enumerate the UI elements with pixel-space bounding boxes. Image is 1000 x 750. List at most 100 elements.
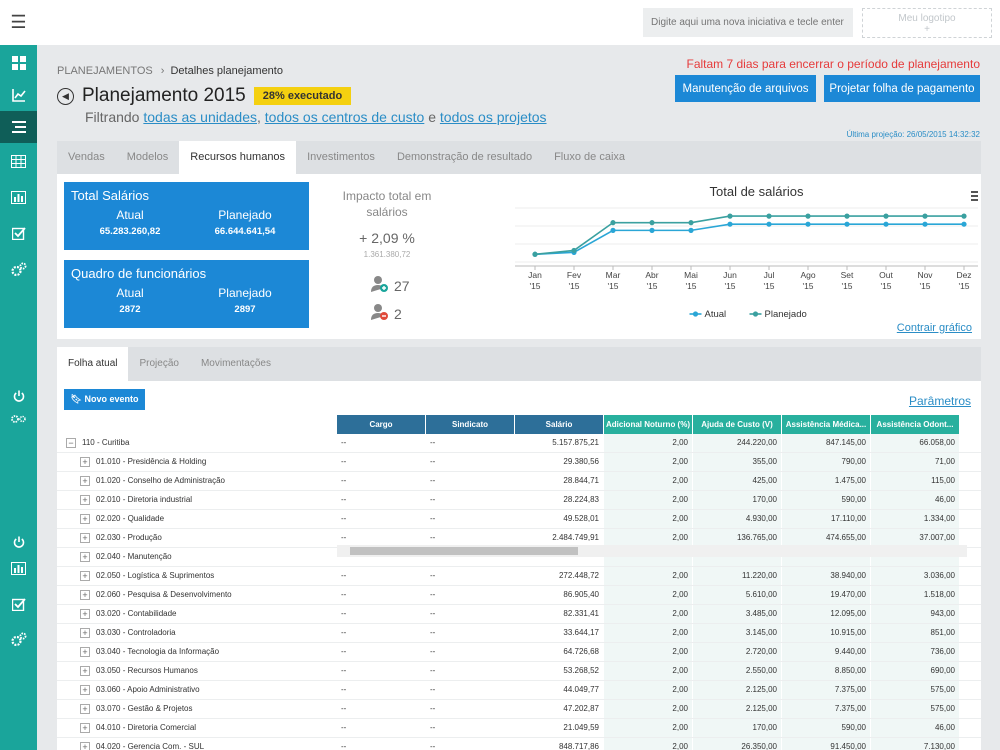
cell-adic[interactable]: 2,00 (604, 719, 692, 737)
gears-icon-2[interactable] (0, 623, 37, 655)
settings-small-icon[interactable] (0, 403, 37, 435)
file-maintenance-button[interactable]: Manutenção de arquivos (675, 75, 816, 102)
checkbox-icon-2[interactable] (0, 588, 37, 620)
cell-ajuda[interactable]: 3.485,00 (693, 605, 781, 623)
back-arrow-icon[interactable]: ◀ (57, 87, 74, 105)
cell-cargo[interactable]: -- (341, 476, 347, 485)
cell-salario[interactable]: 848.717,86 (558, 742, 599, 750)
cell-salario[interactable]: 5.157.875,21 (552, 438, 599, 447)
cell-ajuda[interactable]: 3.145,00 (693, 624, 781, 642)
table-row[interactable]: +02.020 - Qualidade -- -- 49.528,01 2,00 4.93… (57, 510, 981, 529)
filter-cost-centers-link[interactable]: todos os centros de custo (264, 109, 425, 125)
column-header-2[interactable]: Salário (515, 415, 603, 434)
column-header-0[interactable]: Cargo (337, 415, 425, 434)
logo-placeholder[interactable]: Meu logotipo + (862, 8, 992, 38)
cell-odont[interactable]: 736,00 (871, 643, 959, 661)
cell-adic[interactable]: 2,00 (604, 586, 692, 604)
cell-sindicato[interactable]: -- (430, 438, 436, 447)
cell-cargo[interactable]: -- (341, 742, 347, 750)
cell-odont[interactable]: 943,00 (871, 605, 959, 623)
cell-cargo[interactable]: -- (341, 438, 347, 447)
cell-sindicato[interactable]: -- (430, 609, 436, 618)
tab-3[interactable]: Investimentos (307, 151, 375, 163)
table-row[interactable]: −110 - Curitiba -- -- 5.157.875,21 2,00 244.2… (57, 434, 981, 453)
cell-med[interactable]: 590,00 (782, 491, 870, 509)
cell-med[interactable]: 847.145,00 (782, 434, 870, 452)
cell-ajuda[interactable]: 11.220,00 (693, 567, 781, 585)
chart-menu-icon[interactable] (971, 191, 978, 201)
project-payroll-button[interactable]: Projetar folha de pagamento (824, 75, 980, 102)
column-header-5[interactable]: Assistência Médica... (782, 415, 870, 434)
cell-ajuda[interactable]: 244.220,00 (693, 434, 781, 452)
expand-icon[interactable]: + (80, 457, 90, 467)
cell-sindicato[interactable]: -- (430, 590, 436, 599)
cell-med[interactable]: 19.470,00 (782, 586, 870, 604)
cell-cargo[interactable]: -- (341, 609, 347, 618)
tab-0[interactable]: Vendas (68, 151, 105, 163)
scrollbar-thumb[interactable] (350, 547, 578, 555)
expand-icon[interactable]: + (80, 628, 90, 638)
cell-salario[interactable]: 44.049,77 (563, 685, 599, 694)
cell-sindicato[interactable]: -- (430, 571, 436, 580)
hamburger-menu-icon[interactable]: ☰ (10, 12, 27, 32)
cell-med[interactable]: 7.375,00 (782, 700, 870, 718)
cell-ajuda[interactable]: 5.610,00 (693, 586, 781, 604)
cell-ajuda[interactable]: 2.720,00 (693, 643, 781, 661)
cell-ajuda[interactable]: 136.765,00 (693, 529, 781, 547)
cell-cargo[interactable]: -- (341, 590, 347, 599)
table-row[interactable]: +01.020 - Conselho de Administração -- -- 2… (57, 472, 981, 491)
cell-cargo[interactable]: -- (341, 685, 347, 694)
cell-cargo[interactable]: -- (341, 514, 347, 523)
cell-med[interactable]: 7.375,00 (782, 681, 870, 699)
cell-salario[interactable]: 53.268,52 (563, 666, 599, 675)
cell-odont[interactable]: 71,00 (871, 453, 959, 471)
cell-cargo[interactable]: -- (341, 647, 347, 656)
cell-salario[interactable]: 86.905,40 (563, 590, 599, 599)
cell-sindicato[interactable]: -- (430, 704, 436, 713)
power-icon[interactable] (0, 380, 37, 412)
expand-icon[interactable]: + (80, 552, 90, 562)
cell-adic[interactable]: 2,00 (604, 491, 692, 509)
cell-med[interactable]: 12.095,00 (782, 605, 870, 623)
sub-tab-1[interactable]: Projeção (139, 358, 179, 369)
tab-2[interactable]: Recursos humanos (179, 141, 297, 174)
new-initiative-input[interactable] (643, 8, 853, 37)
cell-salario[interactable]: 272.448,72 (558, 571, 599, 580)
expand-icon[interactable]: + (80, 647, 90, 657)
expand-icon[interactable]: + (80, 533, 90, 543)
cell-salario[interactable]: 47.202,87 (563, 704, 599, 713)
cell-med[interactable]: 8.850,00 (782, 662, 870, 680)
cell-med[interactable]: 10.915,00 (782, 624, 870, 642)
cell-med[interactable]: 17.110,00 (782, 510, 870, 528)
table-row[interactable]: +03.020 - Contabilidade -- -- 82.331,41 2,00… (57, 605, 981, 624)
cell-salario[interactable]: 2.484.749,91 (552, 533, 599, 542)
checkbox-icon[interactable] (0, 217, 37, 249)
cell-salario[interactable]: 21.049,59 (563, 723, 599, 732)
cell-sindicato[interactable]: -- (430, 742, 436, 750)
cell-odont[interactable]: 690,00 (871, 662, 959, 680)
cell-odont[interactable]: 66.058,00 (871, 434, 959, 452)
horizontal-scrollbar[interactable] (337, 545, 967, 557)
bar-chart-icon-2[interactable] (0, 552, 37, 584)
bar-chart-icon[interactable] (0, 181, 37, 213)
tab-5[interactable]: Fluxo de caixa (554, 151, 626, 163)
expand-icon[interactable]: + (80, 704, 90, 714)
new-event-button[interactable]: 🔖︎ Novo evento (64, 389, 145, 410)
cell-cargo[interactable]: -- (341, 723, 347, 732)
cell-adic[interactable]: 2,00 (604, 472, 692, 490)
expand-icon[interactable]: + (80, 571, 90, 581)
cell-odont[interactable]: 851,00 (871, 624, 959, 642)
cell-salario[interactable]: 33.644,17 (563, 628, 599, 637)
cell-adic[interactable]: 2,00 (604, 567, 692, 585)
cell-adic[interactable]: 2,00 (604, 434, 692, 452)
sub-tab-0[interactable]: Folha atual (57, 347, 129, 381)
breadcrumb-root[interactable]: PLANEJAMENTOS (57, 65, 153, 77)
cell-odont[interactable]: 46,00 (871, 719, 959, 737)
cell-sindicato[interactable]: -- (430, 685, 436, 694)
table-row[interactable]: +02.050 - Logística & Suprimentos -- -- 272… (57, 567, 981, 586)
cell-adic[interactable]: 2,00 (604, 453, 692, 471)
expand-icon[interactable]: + (80, 723, 90, 733)
cell-cargo[interactable]: -- (341, 457, 347, 466)
power-icon-2[interactable] (0, 526, 37, 558)
cell-adic[interactable]: 2,00 (604, 662, 692, 680)
